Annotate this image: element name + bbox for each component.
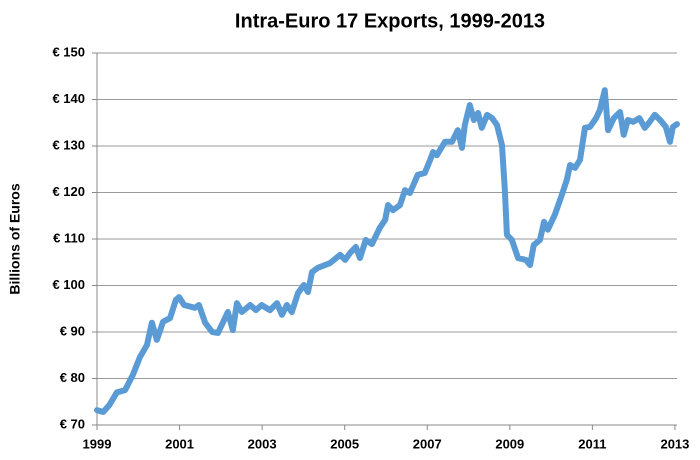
- x-tick-label: 2007: [413, 436, 442, 451]
- y-tick-label: € 90: [60, 323, 85, 338]
- x-tick-label: 2003: [248, 436, 277, 451]
- y-tick-label: € 110: [53, 230, 85, 245]
- y-tick-label: € 140: [52, 91, 85, 106]
- y-tick-label: € 100: [52, 277, 85, 292]
- x-tick-label: 2005: [330, 436, 359, 451]
- x-tick-label: 1999: [83, 436, 112, 451]
- y-tick-label: € 150: [52, 44, 85, 59]
- x-tick-label: 2009: [495, 436, 524, 451]
- y-tick-label: € 80: [60, 370, 85, 385]
- x-tick-label: 2001: [165, 436, 194, 451]
- chart-title: Intra-Euro 17 Exports, 1999-2013: [235, 10, 545, 32]
- y-axis-label: Billions of Euros: [7, 183, 23, 294]
- y-tick-label: € 70: [60, 416, 85, 431]
- x-tick-label: 2011: [578, 436, 606, 451]
- data-line: [94, 87, 680, 415]
- y-tick-label: € 120: [52, 184, 85, 199]
- x-tick-label: 2013: [660, 436, 689, 451]
- y-tick-label: € 130: [52, 137, 85, 152]
